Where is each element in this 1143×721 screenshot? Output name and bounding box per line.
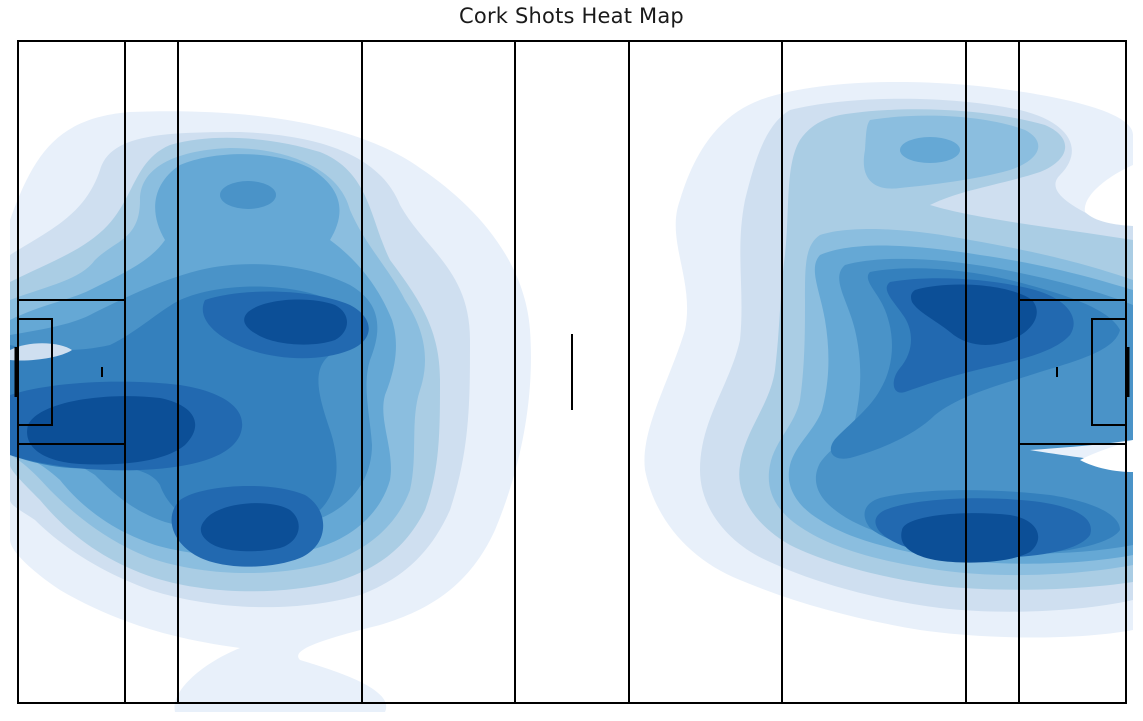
density-hole-right-3 xyxy=(1084,165,1133,226)
density-band-8 xyxy=(875,278,1091,558)
density-peak-upper-left xyxy=(220,181,276,209)
density-peak-upper-right xyxy=(900,137,960,163)
right-small-rectangle xyxy=(1091,318,1126,426)
density-hole-left-1 xyxy=(10,343,72,361)
left-large-rectangle xyxy=(18,299,126,445)
pitch-boundary xyxy=(17,40,1127,704)
pitch-markings xyxy=(14,40,1130,704)
density-hole-right-2 xyxy=(1080,440,1133,472)
left-small-rectangle xyxy=(18,318,53,426)
density-band-9 xyxy=(901,284,1039,563)
chart-title: Cork Shots Heat Map xyxy=(459,4,684,28)
density-band-9 xyxy=(27,299,348,552)
right-large-rectangle xyxy=(1018,299,1126,445)
